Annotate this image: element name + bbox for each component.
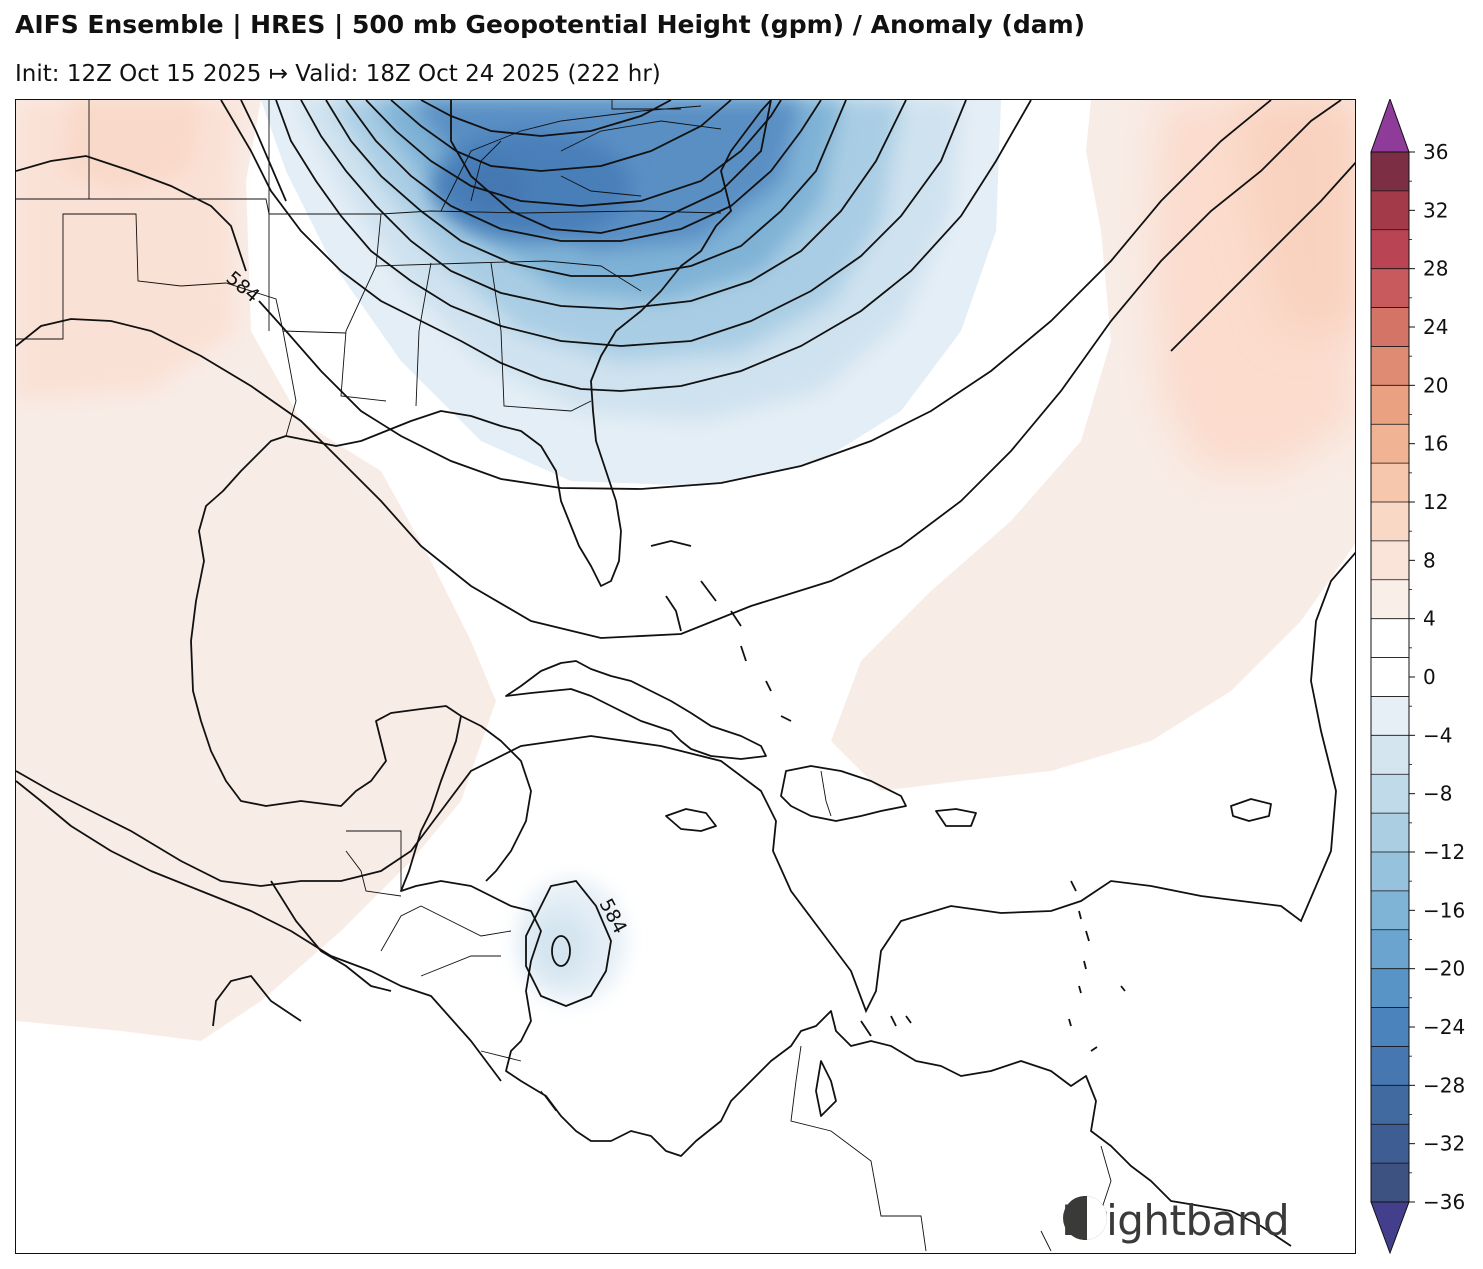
coastlines xyxy=(16,100,1292,1247)
map-canvas: 584 584 xyxy=(16,100,1355,1253)
colorbar-tick-label: 4 xyxy=(1423,607,1436,631)
ridge-anomaly-east xyxy=(831,100,1355,791)
colorbar-tick-label: 32 xyxy=(1423,198,1448,222)
colorbar-swatch xyxy=(1371,385,1409,425)
colorbar-tick-label: −16 xyxy=(1423,898,1465,922)
colorbar-swatch xyxy=(1371,618,1409,659)
brightband-logo-icon xyxy=(1063,1196,1107,1240)
colorbar-swatch xyxy=(1371,929,1409,970)
colorbar-swatch xyxy=(1371,774,1409,814)
colorbar-tick-label: 28 xyxy=(1423,257,1448,281)
colorbar-swatch xyxy=(1371,463,1409,503)
colorbar-tick-label: −4 xyxy=(1423,723,1452,747)
colorbar-swatch xyxy=(1371,968,1409,1009)
colorbar-tick-label: −32 xyxy=(1423,1132,1465,1156)
colorbar-swatch xyxy=(1371,307,1409,347)
colorbar-swatch xyxy=(1371,502,1409,542)
colorbar-tick-label: 0 xyxy=(1423,665,1436,689)
colorbar-swatch xyxy=(1371,190,1409,231)
colorbar-tick-label: 8 xyxy=(1423,548,1436,572)
colorbar: 36 32 28 24 20 16 12 8 4 0 −4 −8 −12 −16 −20 −24 −28 −32 −… xyxy=(1370,99,1465,1255)
colorbar-swatch xyxy=(1371,1007,1409,1047)
colorbar-swatch xyxy=(1371,268,1409,309)
map-title: AIFS Ensemble | HRES | 500 mb Geopotenti… xyxy=(15,10,1086,39)
colorbar-tick-label: −12 xyxy=(1423,840,1465,864)
colorbar-swatch xyxy=(1371,540,1409,581)
colorbar-swatch xyxy=(1371,813,1409,853)
brightband-logo: Brightband xyxy=(1061,1194,1290,1246)
political-borders xyxy=(16,100,1112,1252)
colorbar-swatch xyxy=(1371,1124,1409,1164)
ridge-anomaly-west xyxy=(16,100,496,1041)
colorbar-swatch xyxy=(1371,424,1409,464)
colorbar-tick-label: −28 xyxy=(1423,1073,1465,1097)
colorbar-tick-label: 20 xyxy=(1423,373,1448,397)
colorbar-tick-label: −24 xyxy=(1423,1015,1465,1039)
colorbar-tick-label: 12 xyxy=(1423,490,1448,514)
colorbar-tick-label: 24 xyxy=(1423,315,1448,339)
colorbar-swatch xyxy=(1371,890,1409,931)
colorbar-swatch xyxy=(1371,1046,1409,1086)
colorbar-swatch xyxy=(1371,852,1409,892)
colorbar-tick-label: −20 xyxy=(1423,957,1465,981)
colorbar-tick-label: −8 xyxy=(1423,782,1452,806)
colorbar-swatch xyxy=(1371,346,1409,386)
colorbar-swatch xyxy=(1371,152,1409,192)
colorbar-swatch xyxy=(1371,1085,1409,1125)
height-contours xyxy=(16,100,1355,1027)
colorbar-tick-label: 16 xyxy=(1423,432,1448,456)
colorbar-tick-label: −36 xyxy=(1423,1190,1465,1214)
map-subtitle: Init: 12Z Oct 15 2025 ↦ Valid: 18Z Oct 2… xyxy=(15,61,661,87)
colorbar-tick-label: 36 xyxy=(1423,140,1448,164)
colorbar-swatch xyxy=(1371,229,1409,270)
colorbar-swatch xyxy=(1371,579,1409,620)
colorbar-under-extend xyxy=(1370,1201,1410,1255)
colorbar-swatch xyxy=(1371,1163,1409,1203)
colorbar-swatch xyxy=(1371,657,1409,697)
colorbar-swatch xyxy=(1371,696,1409,736)
colorbar-over-extend xyxy=(1370,99,1410,153)
colorbar-swatch xyxy=(1371,735,1409,775)
map-panel: 584 584 Brightband xyxy=(15,99,1356,1254)
